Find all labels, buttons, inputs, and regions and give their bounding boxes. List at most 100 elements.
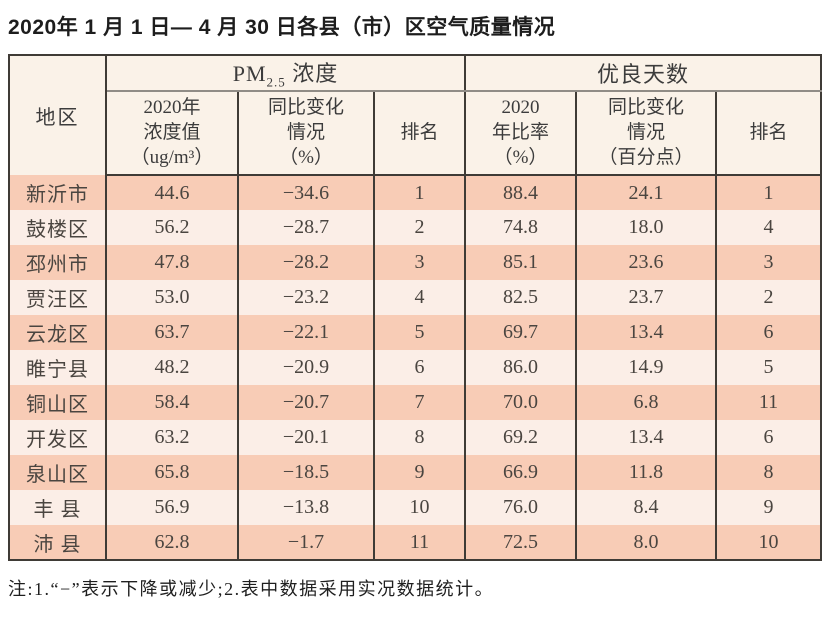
table-row: 邳州市 47.8 −28.2 3 85.1 23.6 3 bbox=[8, 245, 823, 281]
table-row: 新沂市 44.6 −34.6 1 88.4 24.1 1 bbox=[8, 175, 823, 211]
table-row: 开发区 63.2 −20.1 8 69.2 13.4 6 bbox=[8, 420, 823, 456]
table-row: 铜山区 58.4 −20.7 7 70.0 6.8 11 bbox=[8, 385, 823, 421]
pm-change-cell: −1.7 bbox=[237, 525, 375, 561]
ratio-rank-cell: 11 bbox=[715, 385, 823, 421]
table-row: 睢宁县 48.2 −20.9 6 86.0 14.9 5 bbox=[8, 350, 823, 386]
pm-change-cell: −23.2 bbox=[237, 280, 375, 316]
ratio-cell: 72.5 bbox=[464, 525, 578, 561]
ratio-cell: 74.8 bbox=[464, 210, 578, 246]
ratio-cell: 66.9 bbox=[464, 455, 578, 491]
ratio-change-cell: 13.4 bbox=[575, 420, 718, 456]
group-header-row: 地区 PM2.5 浓度 优良天数 bbox=[8, 55, 823, 176]
region-cell: 泉山区 bbox=[8, 455, 107, 491]
ratio-cell: 69.7 bbox=[464, 315, 578, 351]
pm-value-cell: 56.2 bbox=[105, 210, 239, 246]
pm25-suffix: 浓度 bbox=[285, 61, 339, 86]
region-cell: 丰 县 bbox=[8, 490, 107, 526]
page-title: 2020年 1 月 1 日— 4 月 30 日各县（市）区空气质量情况 bbox=[8, 16, 556, 39]
ratio-cell: 82.5 bbox=[464, 280, 578, 316]
pm-rank-cell: 7 bbox=[372, 385, 467, 421]
pm-change-cell: −28.2 bbox=[237, 245, 375, 281]
table-row: 贾汪区 53.0 −23.2 4 82.5 23.7 2 bbox=[8, 280, 823, 316]
ratio-cell: 85.1 bbox=[464, 245, 578, 281]
region-cell: 开发区 bbox=[8, 420, 107, 456]
ratio-rank-cell: 4 bbox=[715, 210, 823, 246]
table-row: 沛 县 62.8 −1.7 11 72.5 8.0 10 bbox=[8, 525, 823, 561]
pm-value-cell: 58.4 bbox=[105, 385, 239, 421]
header-ratio-change: 同比变化 情况 （百分点） bbox=[575, 91, 718, 177]
pm-value-cell: 62.8 bbox=[105, 525, 239, 561]
ratio-cell: 88.4 bbox=[464, 175, 578, 211]
table-row: 鼓楼区 56.2 −28.7 2 74.8 18.0 4 bbox=[8, 210, 823, 246]
ratio-change-cell: 6.8 bbox=[575, 385, 718, 421]
pm-rank-cell: 10 bbox=[372, 490, 467, 526]
pm-change-cell: −22.1 bbox=[237, 315, 375, 351]
region-cell: 新沂市 bbox=[8, 175, 107, 211]
pm-change-cell: −28.7 bbox=[237, 210, 375, 246]
region-cell: 邳州市 bbox=[8, 245, 107, 281]
pm-change-cell: −20.7 bbox=[237, 385, 375, 421]
table-row: 云龙区 63.7 −22.1 5 69.7 13.4 6 bbox=[8, 315, 823, 351]
region-cell: 鼓楼区 bbox=[8, 210, 107, 246]
ratio-rank-cell: 10 bbox=[715, 525, 823, 561]
pm-value-cell: 44.6 bbox=[105, 175, 239, 211]
ratio-cell: 70.0 bbox=[464, 385, 578, 421]
header-pm-rank: 排名 bbox=[372, 91, 467, 177]
ratio-rank-cell: 1 bbox=[715, 175, 823, 211]
region-cell: 睢宁县 bbox=[8, 350, 107, 386]
region-cell: 云龙区 bbox=[8, 315, 107, 351]
header-ratio-rank: 排名 bbox=[715, 91, 823, 177]
ratio-rank-cell: 8 bbox=[715, 455, 823, 491]
pm-value-cell: 56.9 bbox=[105, 490, 239, 526]
ratio-change-cell: 24.1 bbox=[575, 175, 718, 211]
pm-value-cell: 65.8 bbox=[105, 455, 239, 491]
ratio-change-cell: 14.9 bbox=[575, 350, 718, 386]
region-cell: 沛 县 bbox=[8, 525, 107, 561]
ratio-change-cell: 8.0 bbox=[575, 525, 718, 561]
pm-rank-cell: 2 bbox=[372, 210, 467, 246]
pm-change-cell: −34.6 bbox=[237, 175, 375, 211]
header-region: 地区 bbox=[8, 55, 107, 176]
pm-change-cell: −13.8 bbox=[237, 490, 375, 526]
ratio-change-cell: 8.4 bbox=[575, 490, 718, 526]
header-pm25-group: PM2.5 浓度 bbox=[104, 55, 467, 93]
region-cell: 铜山区 bbox=[8, 385, 107, 421]
table-row: 泉山区 65.8 −18.5 9 66.9 11.8 8 bbox=[8, 455, 823, 491]
pm-rank-cell: 1 bbox=[372, 175, 467, 211]
header-ratio: 2020 年比率 （%） bbox=[464, 91, 578, 177]
ratio-rank-cell: 3 bbox=[715, 245, 823, 281]
pm-value-cell: 63.2 bbox=[105, 420, 239, 456]
pm-rank-cell: 3 bbox=[372, 245, 467, 281]
pm-rank-cell: 6 bbox=[372, 350, 467, 386]
air-quality-table: 地区 PM2.5 浓度 优良天数 2020年 浓度值 （ug/m³） 同比变化 … bbox=[8, 54, 823, 562]
pm-rank-cell: 11 bbox=[372, 525, 467, 561]
pm-value-cell: 53.0 bbox=[105, 280, 239, 316]
pm25-prefix: PM bbox=[232, 61, 267, 86]
region-cell: 贾汪区 bbox=[8, 280, 107, 316]
ratio-change-cell: 23.7 bbox=[575, 280, 718, 316]
ratio-change-cell: 23.6 bbox=[575, 245, 718, 281]
pm25-label: PM2.5 浓度 bbox=[232, 61, 339, 90]
pm-rank-cell: 5 bbox=[372, 315, 467, 351]
ratio-change-cell: 13.4 bbox=[575, 315, 718, 351]
pm-value-cell: 63.7 bbox=[105, 315, 239, 351]
header-pm-value: 2020年 浓度值 （ug/m³） bbox=[105, 91, 239, 177]
ratio-cell: 86.0 bbox=[464, 350, 578, 386]
ratio-rank-cell: 5 bbox=[715, 350, 823, 386]
pm-rank-cell: 9 bbox=[372, 455, 467, 491]
pm-change-cell: −20.1 bbox=[237, 420, 375, 456]
pm25-subscript: 2.5 bbox=[266, 74, 286, 90]
sub-header-row: 2020年 浓度值 （ug/m³） 同比变化 情况 （%） 排名 2020 年比… bbox=[9, 91, 823, 177]
ratio-change-cell: 11.8 bbox=[575, 455, 718, 491]
pm-change-cell: −18.5 bbox=[237, 455, 375, 491]
pm-change-cell: −20.9 bbox=[237, 350, 375, 386]
pm-value-cell: 47.8 bbox=[105, 245, 239, 281]
ratio-change-cell: 18.0 bbox=[575, 210, 718, 246]
pm-rank-cell: 4 bbox=[372, 280, 467, 316]
pm-rank-cell: 8 bbox=[372, 420, 467, 456]
ratio-cell: 76.0 bbox=[464, 490, 578, 526]
footnote: 注:1.“−”表示下降或减少;2.表中数据采用实况数据统计。 bbox=[8, 579, 495, 600]
ratio-rank-cell: 9 bbox=[715, 490, 823, 526]
ratio-rank-cell: 6 bbox=[715, 315, 823, 351]
header-pm-change: 同比变化 情况 （%） bbox=[237, 91, 375, 177]
